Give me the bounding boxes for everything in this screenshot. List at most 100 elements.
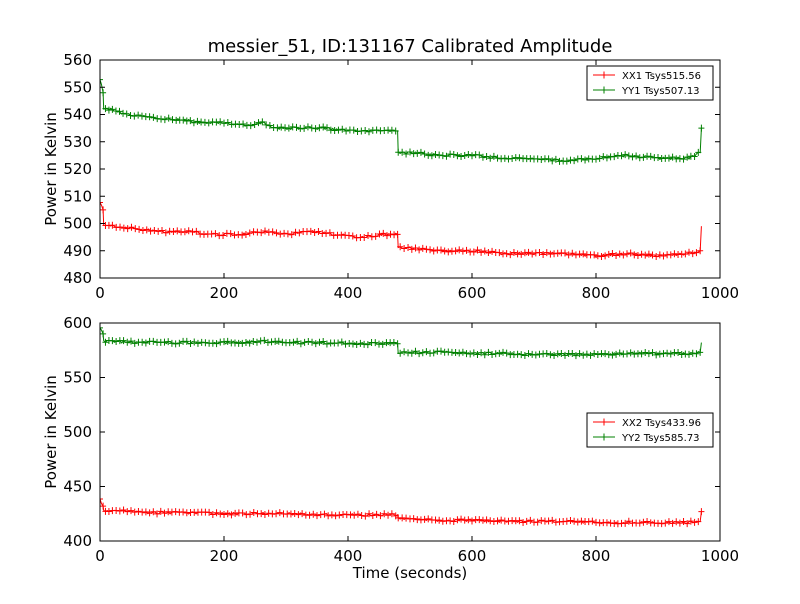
data-point (520, 518, 527, 526)
data-point (394, 340, 401, 348)
data-point (665, 154, 672, 162)
data-point (496, 249, 503, 257)
data-point (403, 514, 410, 522)
data-point (684, 520, 691, 528)
data-point (450, 518, 457, 526)
data-point (154, 510, 161, 518)
data-point (265, 509, 272, 517)
data-point (454, 516, 461, 524)
data-point (239, 339, 246, 347)
data-point (135, 111, 142, 119)
data-point (220, 231, 227, 239)
data-point (279, 338, 286, 346)
data-point (655, 153, 661, 161)
data-point (390, 339, 397, 347)
data-point (217, 118, 224, 126)
data-point (310, 510, 317, 518)
data-point (408, 245, 415, 253)
data-point (634, 251, 641, 259)
data-point (291, 510, 298, 518)
data-point (423, 348, 430, 356)
data-point (509, 155, 516, 163)
data-point (691, 153, 698, 161)
data-point (678, 351, 685, 359)
data-point (124, 225, 131, 233)
legend-swatch-marker (601, 71, 607, 79)
data-point (469, 152, 475, 160)
data-point (414, 149, 421, 157)
data-point (105, 507, 112, 515)
data-point (686, 350, 692, 358)
data-point (213, 509, 220, 517)
data-point (161, 116, 168, 124)
series-markers-1 (100, 199, 704, 260)
data-point (314, 512, 320, 520)
data-point (287, 510, 294, 518)
data-point (507, 251, 514, 259)
x-tick-label: 1000 (701, 547, 739, 565)
data-point (132, 225, 139, 233)
data-point (343, 127, 350, 135)
data-point (212, 230, 219, 238)
data-point (380, 229, 387, 237)
data-point (105, 106, 112, 114)
data-point (185, 227, 192, 235)
data-point (638, 250, 645, 258)
data-point (675, 348, 682, 356)
data-point (687, 517, 694, 525)
data-point (262, 227, 269, 235)
data-point (362, 126, 369, 134)
data-point (563, 517, 570, 525)
data-point (206, 508, 213, 516)
y-tick-label: 510 (63, 187, 92, 205)
data-point (525, 350, 532, 358)
data-point (562, 249, 568, 257)
data-point (366, 510, 373, 518)
data-point (127, 112, 134, 120)
data-point (131, 508, 138, 516)
data-point (443, 152, 450, 160)
data-point (496, 349, 503, 357)
y-tick-label: 550 (63, 369, 92, 387)
data-point (394, 230, 401, 238)
data-point (120, 224, 127, 232)
data-point (123, 110, 130, 118)
data-point (587, 351, 594, 359)
data-point (456, 349, 463, 357)
data-point (305, 338, 312, 346)
data-point (165, 338, 172, 346)
data-point (481, 351, 488, 359)
data-point (253, 338, 260, 346)
data-point (452, 247, 459, 255)
x-tick-label: 400 (334, 284, 363, 302)
x-tick-label: 600 (458, 547, 487, 565)
legend-swatch-marker (601, 433, 607, 441)
data-point (576, 350, 583, 358)
data-point (213, 340, 220, 348)
data-point (397, 349, 404, 357)
data-point (250, 337, 257, 345)
data-point (518, 351, 525, 359)
data-point (128, 337, 134, 345)
data-point (117, 223, 124, 231)
data-point (633, 152, 640, 160)
data-point (100, 502, 107, 510)
y-tick-label: 500 (63, 423, 92, 441)
data-point (191, 338, 198, 346)
data-point (640, 153, 647, 161)
data-point (647, 152, 654, 160)
data-point (686, 248, 692, 256)
data-point (569, 349, 576, 357)
chart-title: messier_51, ID:131167 Calibrated Amplitu… (208, 36, 613, 57)
data-point (147, 227, 154, 235)
data-point (258, 229, 265, 237)
data-point (485, 249, 492, 257)
data-point (242, 231, 249, 239)
data-point (611, 153, 618, 161)
legend: XX2 Tsys433.96 YY2 Tsys585.73 (586, 412, 714, 448)
y-tick-label: 530 (63, 133, 92, 151)
data-point (693, 249, 700, 257)
data-point (569, 249, 576, 257)
data-point (227, 230, 234, 238)
y-tick-label: 520 (63, 160, 92, 178)
